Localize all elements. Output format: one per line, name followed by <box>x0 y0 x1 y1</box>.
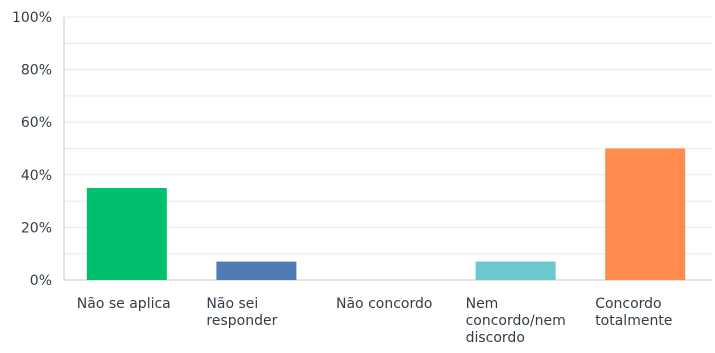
y-tick-label: 40% <box>21 168 52 184</box>
bar <box>86 187 167 280</box>
gridlines <box>64 16 712 255</box>
y-tick-label: 0% <box>30 273 52 289</box>
y-tick-label: 80% <box>21 63 52 79</box>
x-axis-category-labels: Não se aplica Não sei responder Não concord… <box>77 296 673 346</box>
y-tick-label: 100% <box>12 10 52 26</box>
bar <box>605 148 686 280</box>
bars <box>86 148 686 280</box>
y-axis-tick-labels: 0% 20% 40% 60% 80% 100% <box>12 10 52 289</box>
bar <box>475 261 556 280</box>
bar <box>216 261 297 280</box>
x-category-label: Não se aplica <box>77 296 171 312</box>
y-tick-label: 20% <box>21 220 52 236</box>
axes <box>63 17 712 281</box>
x-category-label: Não sei responder <box>206 296 277 329</box>
x-category-label: Não concordo <box>336 296 432 312</box>
x-category-label: Concordo totalmente <box>595 296 672 329</box>
x-category-label: Nem concordo/nem discordo <box>466 296 566 346</box>
y-tick-label: 60% <box>21 115 52 131</box>
